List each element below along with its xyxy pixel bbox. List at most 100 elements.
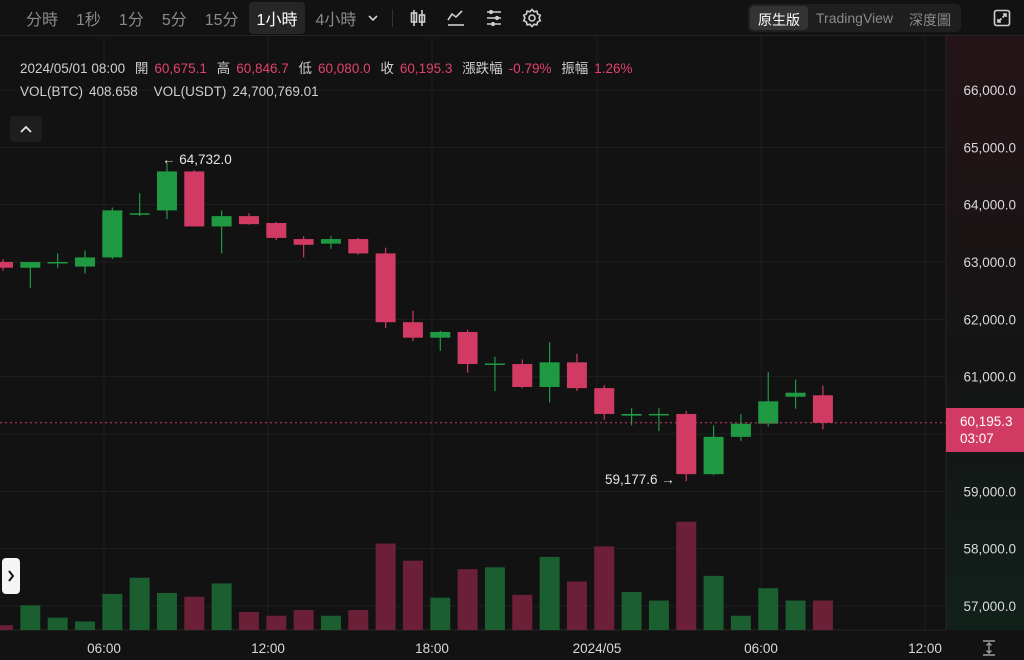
expand-sidebar-button[interactable] [2,558,20,594]
candle-body [375,253,396,323]
volume-bar [375,543,396,630]
close-value: 60,195.3 [399,61,453,76]
candle-body [785,392,806,397]
timeframe-1s[interactable]: 1秒 [76,11,101,29]
timeframe-5m[interactable]: 5分 [161,11,187,29]
volume-bar [676,521,697,630]
chevron-up-icon [20,125,32,133]
current-price-label: 60,195.3 03:07 [946,408,1024,452]
y-tick-label: 61,000.0 [963,370,1016,385]
collapse-legend-button[interactable] [10,116,42,142]
candle-body [430,331,451,338]
y-tick-label: 66,000.0 [963,83,1016,98]
volume-bar [402,560,423,630]
candle-body [293,239,314,245]
volume-bar [730,615,751,630]
candle-body [238,216,259,225]
volume-bar [758,588,779,630]
volume-bar [293,610,314,630]
view-switcher: 原生版 TradingView 深度圖 [748,4,962,32]
toolbar-divider [392,8,394,27]
volume-legend: VOL(BTC) 408.658 VOL(USDT) 24,700,769.01 [20,84,325,99]
candle-body [812,395,833,423]
candle-body [484,363,505,365]
timeframe-1h[interactable]: 1小時 [248,1,306,34]
x-tick-label: 12:00 [908,641,942,656]
open-value: 60,675.1 [154,61,207,76]
chart-toolbar: 分時 1秒 1分 5分 15分 1小時 4小時 [0,0,1024,36]
candle-body [402,322,423,338]
settings-icon[interactable] [517,3,547,33]
candle-body [566,362,587,389]
candle-body [74,257,95,267]
fullscreen-icon[interactable] [988,4,1016,32]
drawing-tools-icon[interactable] [479,3,509,33]
candle-body [348,239,369,254]
volume-bar [211,583,232,630]
y-tick-label: 59,000.0 [963,484,1016,499]
candle-body [676,413,697,475]
chevron-down-icon[interactable] [364,3,382,33]
ohlc-legend: 2024/05/01 08:00 開 60,675.1 高 60,846.7 低 60… [20,57,639,77]
volume-bar [703,575,724,630]
volume-bar [20,605,41,630]
open-label: 開 [134,61,149,76]
low-value: 60,080.0 [318,61,371,76]
candle-countdown: 03:07 [960,431,994,446]
reset-axis-icon[interactable] [978,638,1000,658]
view-depth-tab[interactable]: 深度圖 [909,12,952,28]
timeframe-15m[interactable]: 15分 [204,11,239,29]
candle-body [703,436,724,475]
current-price-value: 60,195.3 [960,414,1013,429]
volume-bar [0,625,13,630]
volume-bar [74,621,95,630]
vol-btc-value: 408.658 [89,84,138,99]
volume-bar [621,592,642,630]
volume-bar [566,581,587,630]
candle-datetime: 2024/05/01 08:00 [20,61,126,76]
change-label: 漲跌幅 [462,61,503,76]
candle-body [266,223,287,238]
candle-body [0,262,13,268]
candle-body [211,216,232,227]
vol-usdt-value: 24,700,769.01 [232,84,319,99]
candle-body [457,331,478,365]
candle-body [156,171,177,211]
vol-btc-label: VOL(BTC) [20,84,84,99]
y-tick-label: 64,000.0 [963,198,1016,213]
indicators-icon[interactable] [441,3,471,33]
volume-bar [457,569,478,630]
vol-usdt-label: VOL(USDT) [153,84,227,99]
amplitude-value: 1.26% [594,61,633,76]
volume-bar [47,617,68,630]
high-price-marker: ← 64,732.0 [162,152,232,167]
view-tradingview-tab[interactable]: TradingView [816,10,894,26]
x-tick-label: 06:00 [744,641,778,656]
y-tick-label: 62,000.0 [963,312,1016,327]
candle-body [102,210,123,258]
volume-bar [184,596,205,630]
candle-body [184,171,205,227]
volume-bar [238,611,259,630]
volume-bar [484,567,505,630]
candlestick-type-icon[interactable] [403,3,433,33]
timeframe-1m[interactable]: 1分 [118,11,144,29]
y-tick-label: 58,000.0 [963,542,1016,557]
candle-body [730,423,751,437]
volume-bar [539,556,560,630]
x-tick-label: 12:00 [251,641,285,656]
high-value: 60,846.7 [236,61,289,76]
candle-body [594,388,615,414]
volume-bar [129,577,150,630]
volume-bar [430,597,451,630]
y-tick-label: 63,000.0 [963,255,1016,270]
candle-body [320,239,341,244]
timeframe-tick[interactable]: 分時 [26,11,59,29]
candle-body [621,413,642,416]
chevron-right-icon [8,570,15,582]
candle-body [129,213,150,215]
view-native-tab[interactable]: 原生版 [750,6,808,30]
volume-bar [156,592,177,630]
timeframe-4h[interactable]: 4小時 [315,11,357,29]
